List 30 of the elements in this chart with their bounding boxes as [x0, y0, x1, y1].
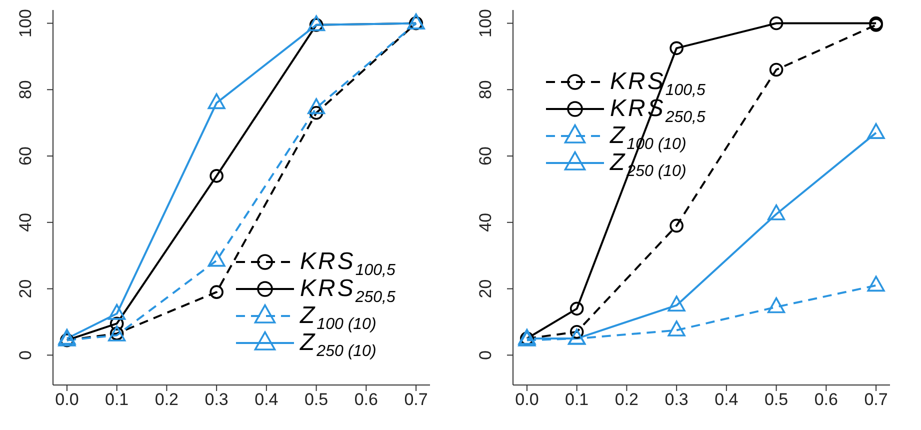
x-tick-label: 0.3 [204, 390, 228, 410]
x-tick-label: 0.0 [515, 390, 539, 410]
x-tick-label: 0.4 [254, 390, 278, 410]
x-tick-label: 0.2 [614, 390, 639, 410]
y-tick-label: 80 [476, 80, 495, 100]
x-tick-label: 0.0 [55, 390, 79, 410]
y-tick-label: 60 [476, 146, 495, 166]
x-tick-label: 0.2 [154, 390, 179, 410]
x-tick-label: 0.5 [764, 390, 788, 410]
x-tick-label: 0.6 [354, 390, 378, 410]
x-tick-label: 0.5 [304, 390, 328, 410]
legend-label: KRS$_{100,5}$ [610, 68, 706, 98]
x-tick-label: 0.4 [714, 390, 738, 410]
y-tick-label: 100 [476, 9, 495, 38]
x-tick-label: 0.7 [404, 390, 428, 410]
y-tick-label: 0 [16, 350, 35, 360]
y-tick-label: 0 [476, 350, 495, 360]
x-tick-label: 0.1 [565, 390, 589, 410]
x-tick-label: 0.3 [664, 390, 688, 410]
y-tick-label: 40 [476, 212, 495, 232]
y-tick-label: 40 [16, 212, 35, 232]
y-tick-label: 100 [16, 9, 35, 38]
y-tick-label: 20 [16, 279, 35, 298]
y-tick-label: 20 [476, 279, 495, 298]
x-tick-label: 0.1 [105, 390, 129, 410]
y-tick-label: 60 [16, 146, 35, 166]
x-tick-label: 0.7 [864, 390, 888, 410]
y-tick-label: 80 [16, 80, 35, 100]
legend-label: KRS$_{100,5}$ [300, 248, 396, 278]
x-tick-label: 0.6 [814, 390, 838, 410]
